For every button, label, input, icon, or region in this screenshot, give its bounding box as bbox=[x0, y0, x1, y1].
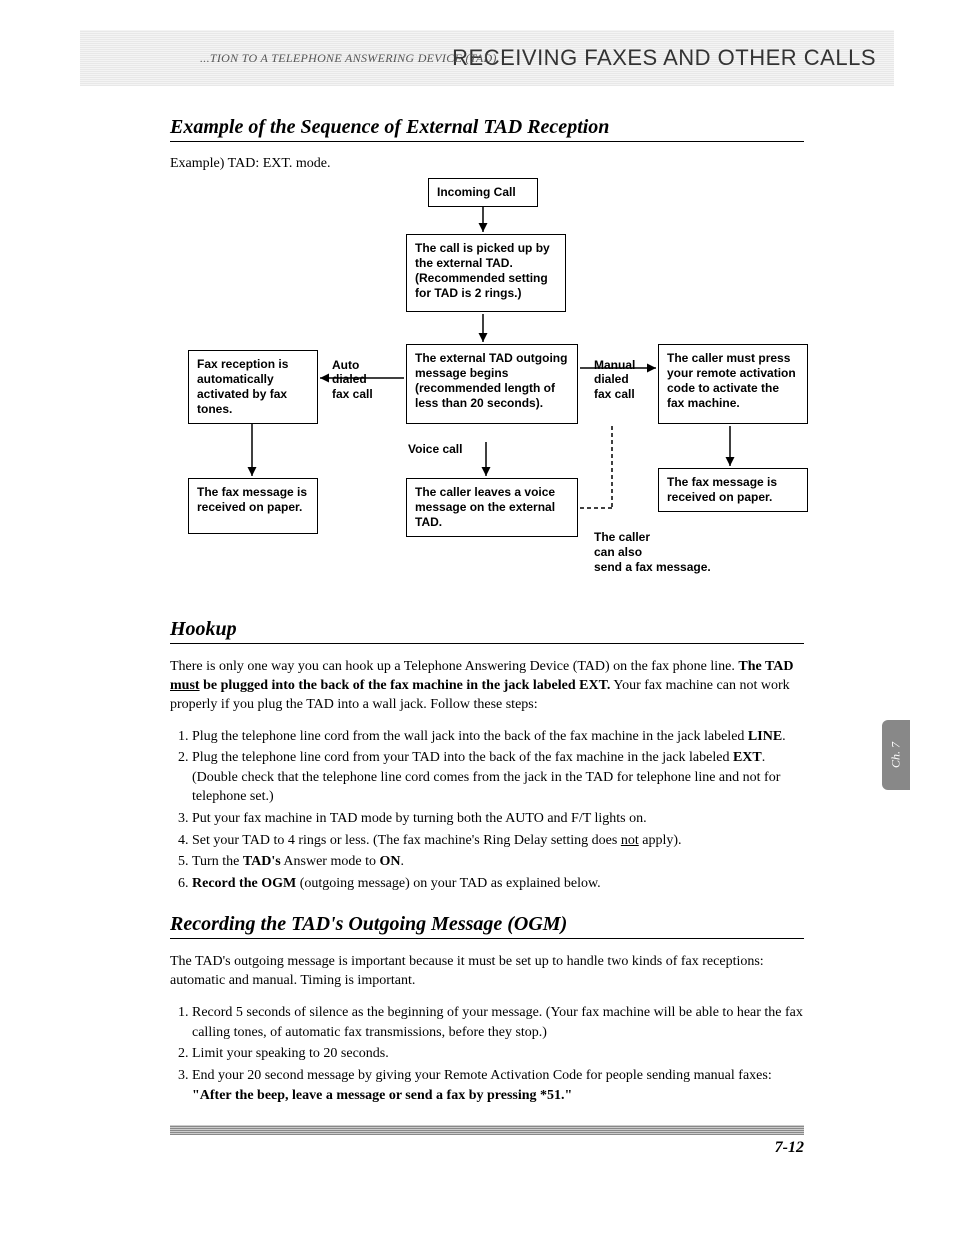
list-item: Record 5 seconds of silence as the begin… bbox=[192, 1003, 804, 1042]
flow-caption: The callercan alsosend a fax message. bbox=[594, 530, 711, 575]
edge-label-voice: Voice call bbox=[408, 442, 462, 456]
list-item: Plug the telephone line cord from the wa… bbox=[192, 727, 804, 747]
flow-node-faxpaper: The fax message is received on paper. bbox=[658, 468, 808, 512]
flow-node-caller: The caller must press your remote activa… bbox=[658, 344, 808, 424]
list-item: Plug the telephone line cord from your T… bbox=[192, 748, 804, 807]
chapter-tab: Ch. 7 bbox=[882, 720, 910, 790]
list-item: Put your fax machine in TAD mode by turn… bbox=[192, 809, 804, 829]
flow-node-incoming: Incoming Call bbox=[428, 178, 538, 207]
list-item: End your 20 second message by giving you… bbox=[192, 1066, 804, 1105]
list-item: Turn the TAD's Answer mode to ON. bbox=[192, 852, 804, 872]
flow-node-pickup: The call is picked up by the external TA… bbox=[406, 234, 566, 312]
section1-heading: Example of the Sequence of External TAD … bbox=[170, 116, 804, 142]
page-number: 7-12 bbox=[170, 1139, 804, 1157]
ogm-intro: The TAD's outgoing message is important … bbox=[170, 953, 804, 991]
header-band: ...TION TO A TELEPHONE ANSWERING DEVICE … bbox=[80, 30, 894, 86]
ogm-steps: Record 5 seconds of silence as the begin… bbox=[170, 1003, 804, 1105]
header-right-text: RECEIVING FAXES AND OTHER CALLS bbox=[452, 45, 876, 71]
hookup-steps: Plug the telephone line cord from the wa… bbox=[170, 727, 804, 894]
list-item: Set your TAD to 4 rings or less. (The fa… bbox=[192, 831, 804, 851]
hookup-intro: There is only one way you can hook up a … bbox=[170, 658, 804, 715]
flow-node-voicemsg: The caller leaves a voice message on the… bbox=[406, 478, 578, 537]
footer-bar bbox=[170, 1125, 804, 1135]
section2-heading: Hookup bbox=[170, 618, 804, 644]
flow-node-faxrec: Fax reception is automatically activated… bbox=[188, 350, 318, 424]
flow-node-faxmsg: The fax message is received on paper. bbox=[188, 478, 318, 534]
list-item: Record the OGM (outgoing message) on you… bbox=[192, 874, 804, 894]
flowchart: Incoming Call The call is picked up by th… bbox=[170, 178, 840, 598]
edge-label-auto: Autodialedfax call bbox=[332, 358, 373, 401]
flow-node-ogm: The external TAD outgoing message begins… bbox=[406, 344, 578, 424]
list-item: Limit your speaking to 20 seconds. bbox=[192, 1044, 804, 1064]
example-label: Example) TAD: EXT. mode. bbox=[170, 156, 804, 172]
edge-label-manual: Manualdialedfax call bbox=[594, 358, 635, 401]
header-left-text: ...TION TO A TELEPHONE ANSWERING DEVICE … bbox=[200, 51, 497, 66]
section3-heading: Recording the TAD's Outgoing Message (OG… bbox=[170, 913, 804, 939]
